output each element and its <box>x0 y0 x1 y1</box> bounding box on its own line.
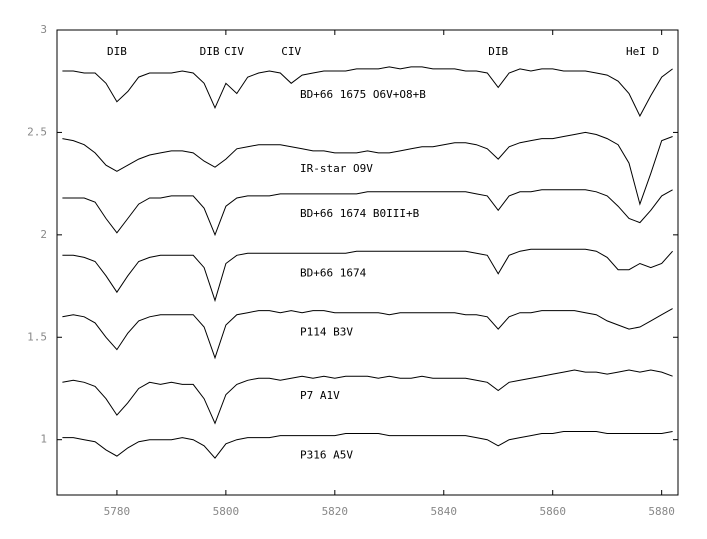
series-label: BD+66 1675 O6V+O8+B <box>300 88 426 101</box>
y-tick-label: 2.5 <box>27 125 47 138</box>
spectrum-line <box>62 66 673 118</box>
annotation: CIV <box>281 45 301 58</box>
plot-frame <box>56 29 679 496</box>
annotation: CIV <box>224 45 244 58</box>
x-tick-label: 5800 <box>213 505 240 518</box>
annotation: DIB <box>488 45 508 58</box>
annotation: DIB <box>200 45 220 58</box>
series-label: BD+66 1674 B0III+B <box>300 207 420 220</box>
series-label: P316 A5V <box>300 449 353 462</box>
x-tick-label: 5860 <box>539 505 566 518</box>
series-label: P7 A1V <box>300 389 340 402</box>
spectrum-line <box>62 431 673 459</box>
x-tick-label: 5880 <box>648 505 675 518</box>
annotation: HeI D <box>626 45 659 58</box>
spectrum-line <box>62 248 673 303</box>
x-tick-label: 5780 <box>104 505 131 518</box>
spectrum-line <box>62 189 673 237</box>
y-tick-label: 2 <box>40 228 47 241</box>
spectrum-line <box>62 308 673 360</box>
annotation: DIB <box>107 45 127 58</box>
y-tick-label: 1.5 <box>27 330 47 343</box>
y-tick-label: 3 <box>40 23 47 36</box>
y-tick-label: 1 <box>40 433 47 446</box>
x-tick-label: 5820 <box>322 505 349 518</box>
series-label: IR-star O9V <box>300 162 373 175</box>
x-tick-label: 5840 <box>431 505 458 518</box>
series-label: BD+66 1674 <box>300 266 367 279</box>
spectrum-line <box>62 131 673 206</box>
spectrum-line <box>62 369 673 425</box>
series-label: P114 B3V <box>300 326 353 339</box>
